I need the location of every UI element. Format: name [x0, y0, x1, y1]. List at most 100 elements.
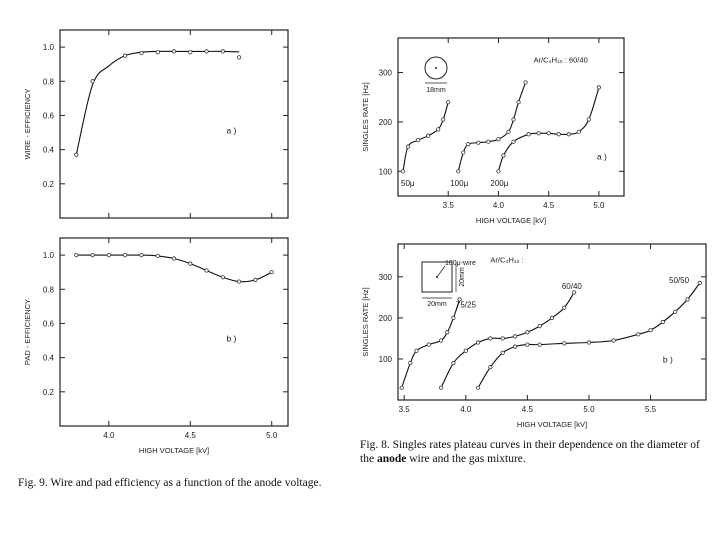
data-point — [685, 297, 690, 302]
gas-mixture-label: Ar/C₄H₁₀ : — [490, 255, 523, 264]
data-point — [512, 334, 518, 339]
series-line — [457, 82, 527, 172]
data-point — [204, 268, 209, 273]
y-tick-label: 1.0 — [43, 43, 55, 52]
data-point — [220, 275, 225, 280]
cell-inset-width-label: 20mm — [427, 301, 447, 308]
gas-mixture-label: Ar/C₄H₁₀ : 60/40 — [534, 56, 588, 65]
x-tick-label: 4.0 — [493, 201, 505, 210]
series-label: 60/40 — [562, 282, 583, 291]
data-point — [673, 309, 678, 314]
data-point — [526, 132, 531, 137]
data-point — [220, 49, 225, 54]
series-line — [401, 299, 461, 388]
y-tick-label: 100 — [379, 167, 393, 176]
data-point — [546, 131, 551, 136]
data-point — [415, 138, 421, 143]
data-point — [523, 80, 528, 85]
data-point — [511, 117, 516, 122]
panel-label: b ) — [663, 355, 673, 365]
panel-label: b ) — [226, 333, 236, 343]
series-label: 100μ — [450, 179, 468, 188]
y-axis-label: WIRE - EFFICIENCY — [23, 89, 32, 160]
data-point — [537, 342, 542, 347]
data-point — [475, 340, 481, 345]
tube-inset-label: 18mm — [426, 87, 446, 94]
x-axis-label: HIGH VOLTAGE [kV] — [476, 216, 546, 225]
data-point — [611, 338, 616, 343]
data-point — [155, 50, 160, 55]
data-point — [269, 270, 274, 275]
y-axis-label: SINGLES RATE [Hz] — [361, 287, 370, 356]
x-tick-label: 5.5 — [645, 405, 657, 414]
data-point — [90, 252, 95, 258]
cell-inset-leader — [436, 265, 446, 278]
data-point — [506, 129, 511, 134]
cell-inset-height-label: 20mm — [459, 267, 466, 287]
data-point — [516, 100, 521, 105]
data-point — [90, 79, 95, 84]
data-point — [439, 338, 444, 343]
data-point — [576, 129, 581, 134]
y-tick-label: 0.6 — [43, 111, 55, 120]
fig8-caption-prefix: Fig. 8. Singles rates plateau curves in … — [360, 439, 700, 465]
data-point — [188, 50, 193, 55]
data-point — [463, 348, 468, 353]
data-point — [457, 297, 462, 302]
data-point — [74, 252, 79, 258]
data-point — [562, 341, 567, 346]
data-point — [426, 133, 431, 138]
x-tick-label: 4.0 — [103, 431, 115, 440]
data-point — [123, 252, 128, 258]
chart-rates_gas: 100 200 300 3.5 4.0 4.5 5.0 5.5 SINGLES RATE [Hz… — [361, 243, 707, 429]
series-line — [402, 102, 449, 172]
data-point — [426, 342, 431, 347]
data-point — [408, 360, 413, 366]
data-point — [441, 117, 446, 122]
data-point — [204, 49, 209, 54]
plot-frame — [397, 243, 707, 401]
data-point — [500, 336, 505, 341]
tube-inset-wire-dot — [435, 67, 437, 69]
data-point — [512, 344, 518, 349]
data-point — [171, 49, 177, 54]
y-tick-label: 0.6 — [43, 319, 55, 328]
series-line — [497, 87, 600, 172]
data-point — [414, 348, 419, 353]
data-point — [511, 139, 516, 144]
y-axis-label: SINGLES RATE [Hz] — [361, 82, 370, 151]
data-point — [496, 137, 501, 142]
data-point — [572, 290, 577, 295]
fig9-caption: Fig. 9. Wire and pad efficiency as a fun… — [18, 477, 322, 489]
data-point — [549, 315, 555, 320]
fig8-caption-suffix: wire and the gas mixture. — [409, 453, 526, 465]
data-point — [171, 256, 177, 261]
data-point — [636, 332, 641, 337]
data-point — [439, 385, 444, 390]
x-tick-label: 3.5 — [399, 405, 411, 414]
data-point — [586, 340, 592, 345]
series-label: 200μ — [490, 179, 508, 188]
tube-inset-circle — [424, 56, 448, 80]
data-point — [475, 385, 481, 390]
data-point — [488, 365, 493, 370]
data-point — [451, 360, 456, 366]
y-tick-label: 100 — [379, 355, 393, 364]
y-tick-label: 0.2 — [43, 180, 55, 189]
y-tick-label: 0.2 — [43, 388, 55, 397]
plot-frame — [59, 237, 289, 427]
data-point — [436, 127, 441, 132]
x-tick-label: 4.5 — [543, 201, 555, 210]
y-tick-label: 0.4 — [43, 146, 55, 155]
x-tick-label: 3.5 — [443, 201, 455, 210]
data-point — [562, 305, 567, 310]
data-point — [566, 132, 571, 137]
data-point — [253, 277, 258, 282]
x-axis-label: HIGH VOLTAGE [kV] — [517, 420, 587, 429]
series-line — [75, 50, 240, 155]
y-tick-label: 200 — [379, 314, 393, 323]
data-point — [556, 132, 561, 137]
y-tick-label: 300 — [379, 69, 393, 78]
series-line — [477, 282, 701, 388]
